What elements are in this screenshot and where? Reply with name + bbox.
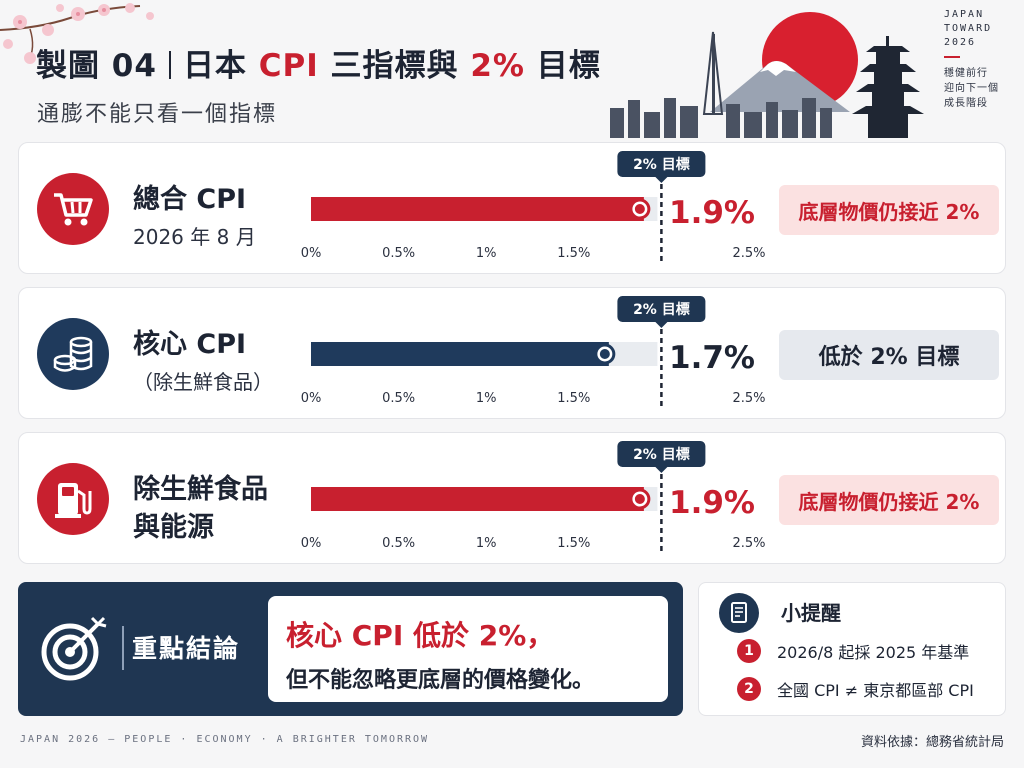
brand-block: JAPAN TOWARD 2026 穩健前行 迎向下一個 成長階段 <box>944 8 1018 111</box>
sakura-branch-decoration <box>0 3 154 64</box>
axis-tick-label: 1% <box>476 246 497 261</box>
row-title: 總合 CPI <box>133 184 247 215</box>
conclusion-label: 重點結論 <box>132 634 241 663</box>
tip-text: 全國 CPI ≠ 東京都區部 CPI <box>777 681 974 700</box>
tip-text: 2026/8 起採 2025 年基準 <box>777 643 970 662</box>
axis-tick-label: 1% <box>476 536 497 551</box>
conclusion-panel: 重點結論 核心 CPI 低於 2%， 但不能忽略更底層的價格變化。 <box>18 582 683 716</box>
shopping-cart-icon <box>37 173 109 245</box>
status-note: 底層物價仍接近 2% <box>779 185 999 235</box>
axis-tick-label: 0% <box>301 391 322 406</box>
target-callout-pointer <box>655 322 668 328</box>
tip-item: 2 全國 CPI ≠ 東京都區部 CPI <box>737 677 974 701</box>
row-subtitle: （除生鮮食品） <box>133 370 273 394</box>
brand-line: TOWARD <box>944 23 993 34</box>
fuel-pump-icon <box>37 463 109 535</box>
tip-number-badge: 1 <box>737 639 761 663</box>
bar-end-marker-dot <box>634 204 645 214</box>
row-subtitle: 2026 年 8 月 <box>133 225 256 249</box>
target-callout <box>617 441 706 467</box>
axis-tick-label: 1.5% <box>557 246 590 261</box>
conclusion-line-1: 核心 CPI 低於 2%， <box>286 619 555 652</box>
page-title: 製圖 04 日本 CPI 三指標與 2% 目標 <box>36 48 601 84</box>
bar-value <box>311 487 644 511</box>
cpi-card-core-core: 除生鮮食品 與能源 2% 目標 0% 0.5% 1% 1.5% 2.5% 1.9% 底層物… <box>18 432 1006 564</box>
document-icon <box>719 593 759 633</box>
tip-item: 1 2026/8 起採 2025 年基準 <box>737 639 969 663</box>
tips-panel: 小提醒 1 2026/8 起採 2025 年基準 2 全國 CPI ≠ 東京都區… <box>698 582 1006 716</box>
value-label: 1.7% <box>669 340 755 376</box>
axis-tick-label: 0% <box>301 536 322 551</box>
value-label: 1.9% <box>669 485 755 521</box>
row-title-line2: 與能源 <box>133 512 214 543</box>
axis-tick-label: 0.5% <box>382 536 415 551</box>
target-callout-pointer <box>655 467 668 473</box>
brand-tagline: 穩健前行 <box>944 68 988 79</box>
source-note: 資料依據：總務省統計局 <box>860 735 1004 750</box>
axis-tick-label: 0.5% <box>382 391 415 406</box>
target-label: 2% 目標 <box>633 446 690 463</box>
cpi-card-headline: 總合 CPI 2026 年 8 月 2% 目標 0% 0.5% 1% 1.5% 2.5% … <box>18 142 1006 274</box>
brand-tagline: 成長階段 <box>944 98 988 109</box>
brand-tagline: 迎向下一個 <box>944 83 999 94</box>
row-title: 核心 CPI <box>133 329 247 360</box>
bar-chart-row: 2% 目標 0% 0.5% 1% 1.5% 2.5% <box>301 441 766 551</box>
bar-end-marker-dot <box>634 494 645 504</box>
target-callout <box>617 151 706 177</box>
target-callout <box>617 296 706 322</box>
tip-number-badge: 2 <box>737 677 761 701</box>
target-label: 2% 目標 <box>633 301 690 318</box>
footer-tagline: JAPAN 2026 — PEOPLE · ECONOMY · A BRIGHT… <box>20 734 430 745</box>
target-icon <box>41 616 107 681</box>
row-title: 除生鮮食品 <box>133 474 268 505</box>
conclusion-line-2: 但不能忽略更底層的價格變化。 <box>286 668 595 693</box>
bar-chart-row: 2% 目標 0% 0.5% 1% 1.5% 2.5% <box>301 151 766 261</box>
axis-tick-label: 2.5% <box>732 246 765 261</box>
tips-title: 小提醒 <box>781 601 841 625</box>
cpi-card-core: 核心 CPI （除生鮮食品） 2% 目標 0% 0.5% 1% 1.5% 2.5% 1.7… <box>18 287 1006 419</box>
bar-chart-row: 2% 目標 0% 0.5% 1% 1.5% 2.5% <box>301 296 766 406</box>
target-callout-pointer <box>655 177 668 183</box>
axis-tick-label: 2.5% <box>732 536 765 551</box>
bar-value <box>311 342 609 366</box>
tokyo-skyline-illustration <box>610 12 924 138</box>
axis-tick-label: 0% <box>301 246 322 261</box>
axis-tick-label: 2.5% <box>732 391 765 406</box>
bar-end-marker-dot <box>599 349 610 359</box>
target-label: 2% 目標 <box>633 156 690 173</box>
brand-line: 2026 <box>944 37 977 48</box>
axis-tick-label: 1.5% <box>557 536 590 551</box>
coin-stack-icon <box>37 318 109 390</box>
bar-value <box>311 197 644 221</box>
axis-tick-label: 0.5% <box>382 246 415 261</box>
axis-tick-label: 1.5% <box>557 391 590 406</box>
value-label: 1.9% <box>669 195 755 231</box>
status-note: 低於 2% 目標 <box>779 330 999 380</box>
status-note: 底層物價仍接近 2% <box>779 475 999 525</box>
page-subtitle: 通膨不能只看一個指標 <box>37 102 278 127</box>
brand-line: JAPAN <box>944 9 985 20</box>
conclusion-box: 核心 CPI 低於 2%， 但不能忽略更底層的價格變化。 <box>268 596 668 702</box>
axis-tick-label: 1% <box>476 391 497 406</box>
